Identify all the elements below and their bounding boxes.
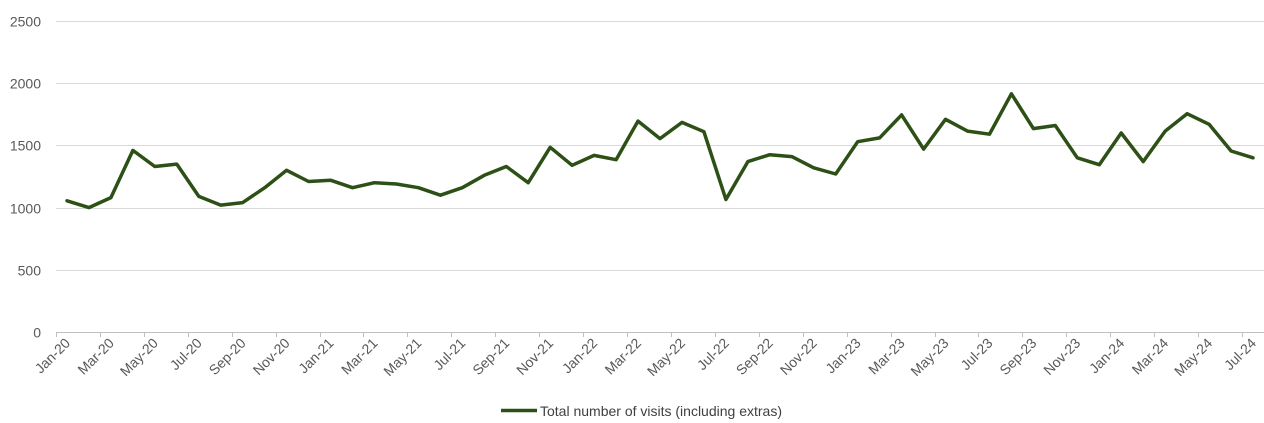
y-tick-label: 2500 xyxy=(10,14,41,30)
x-tick-label: Nov-21 xyxy=(513,335,556,378)
y-tick-label: 500 xyxy=(18,263,42,279)
y-tick-label: 1500 xyxy=(10,138,41,154)
x-tick-label: May-23 xyxy=(907,335,951,379)
x-tick-label: Mar-20 xyxy=(74,335,117,378)
x-tick-label: Mar-21 xyxy=(338,335,381,378)
x-tick-label: Jul-23 xyxy=(957,335,995,373)
x-tick-label: Nov-22 xyxy=(777,335,820,378)
series-lines xyxy=(65,92,1255,210)
x-tick-label: May-22 xyxy=(644,335,688,379)
x-axis: Jan-20 Mar-20 May-20 Jul-20 Sep-20 Nov-20 Jan-… xyxy=(32,332,1264,379)
x-tick-label: Mar-23 xyxy=(865,335,908,378)
x-tick-label: Mar-24 xyxy=(1129,335,1172,378)
legend-label: Total number of visits (including extras… xyxy=(540,403,782,419)
legend: Total number of visits (including extras… xyxy=(501,403,782,419)
x-tick-label: Jul-21 xyxy=(430,335,468,373)
x-tick-label: Nov-20 xyxy=(250,335,293,378)
x-tick-label: Jul-20 xyxy=(167,335,205,373)
x-tick-label: May-24 xyxy=(1171,335,1215,379)
series-line-0 xyxy=(65,92,1255,210)
x-tick-label: Jan-22 xyxy=(559,335,601,377)
x-tick-label: Sep-22 xyxy=(733,335,776,378)
x-tick-label: Jan-20 xyxy=(32,335,74,377)
x-tick-label: Jul-24 xyxy=(1221,335,1259,373)
y-tick-label: 1000 xyxy=(10,201,41,217)
x-tick-label: Jan-23 xyxy=(822,335,864,377)
x-tick-label: Mar-22 xyxy=(601,335,644,378)
gridlines xyxy=(56,21,1264,271)
x-tick-label: Sep-21 xyxy=(469,335,512,378)
x-tick-label: Jan-24 xyxy=(1086,335,1128,377)
y-tick-label: 2000 xyxy=(10,76,41,92)
y-axis-tick-labels: 0 500 1000 1500 2000 2500 xyxy=(10,14,41,341)
x-tick-label: Jul-22 xyxy=(694,335,732,373)
x-tick-label: Sep-20 xyxy=(206,335,249,378)
x-tick-label: May-20 xyxy=(117,335,161,379)
x-tick-label: Jan-21 xyxy=(295,335,337,377)
x-tick-label: Nov-23 xyxy=(1040,335,1083,378)
x-tick-label: Sep-23 xyxy=(996,335,1039,378)
y-tick-label: 0 xyxy=(33,325,41,341)
x-tick-label: May-21 xyxy=(380,335,424,379)
